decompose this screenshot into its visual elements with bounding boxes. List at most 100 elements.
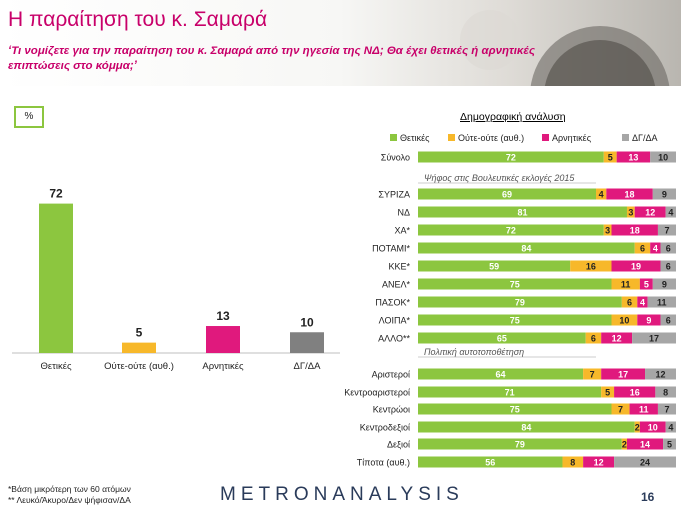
data-label: 56 (485, 458, 495, 468)
bar-segment (418, 386, 602, 398)
data-label: 13 (216, 309, 230, 323)
page-number: 16 (641, 490, 655, 504)
bar-segment (418, 421, 635, 433)
bar-segment (637, 314, 661, 326)
bar-segment (418, 456, 563, 468)
overall-bar-chart: 72 Θετικές 5 Ούτε-ούτε (αυθ.) 13 Αρνητικές 10 Δ… (12, 187, 340, 372)
data-label: 79 (515, 440, 525, 450)
data-label: 18 (625, 190, 635, 200)
brand-logo: METRONANALYSIS (220, 484, 464, 505)
data-label: 10 (648, 423, 658, 433)
data-label: 7 (664, 226, 669, 236)
data-label: 75 (510, 405, 520, 415)
row-label: Κεντροδεξιοί (360, 423, 410, 433)
bar-segment (655, 386, 676, 398)
data-label: 12 (645, 208, 655, 218)
data-label: 71 (505, 388, 515, 398)
data-label: 75 (510, 316, 520, 326)
decorative-background-image (460, 10, 670, 86)
data-label: 64 (496, 370, 506, 380)
data-label: 5 (136, 326, 143, 340)
bar-segment (606, 188, 653, 200)
legend-entry: Θετικές (400, 133, 430, 143)
bar-segment (621, 296, 638, 308)
bar-segment (418, 278, 612, 290)
data-label: 2 (635, 423, 640, 433)
bar-segment (611, 260, 661, 272)
header-banner: Η παραίτηση του κ. Σαμαρά ‘Τι νομίζετε γ… (0, 0, 681, 86)
data-label: 12 (656, 370, 666, 380)
bar-segment (660, 260, 676, 272)
row-label: ΑΛΛΟ** (378, 334, 410, 344)
data-label: 12 (594, 458, 604, 468)
bar-segment (583, 368, 602, 380)
data-label: 6 (627, 298, 632, 308)
data-label: 79 (515, 298, 525, 308)
bar-segment (418, 242, 635, 254)
row-label: Σύνολο (381, 153, 410, 163)
page-title: Η παραίτηση του κ. Σαμαρά (8, 8, 268, 31)
footnote-other: ** Λευκό/Άκυρο/Δεν ψήφισαν/ΔΑ (8, 495, 131, 505)
data-label: 16 (586, 262, 596, 272)
data-label: 17 (618, 370, 628, 380)
bar-segment (611, 278, 640, 290)
bar-segment (562, 456, 584, 468)
data-label: 65 (497, 334, 507, 344)
data-label: 9 (662, 280, 667, 290)
row-label: Τίποτα (αυθ.) (357, 458, 410, 468)
data-label: 12 (612, 334, 622, 344)
bar-segment (418, 403, 612, 415)
row-label: ΚΚΕ* (388, 262, 410, 272)
legend-swatch (542, 134, 549, 141)
bar-segment (626, 438, 664, 450)
footnote-base: *Βάση μικρότερη των 60 ατόμων (8, 484, 131, 494)
row-label: Δεξιοί (387, 440, 410, 450)
data-label: 81 (517, 208, 527, 218)
bar-segment (585, 332, 602, 344)
bar-segment (621, 438, 627, 450)
category-label: Ούτε-ούτε (αυθ.) (104, 361, 174, 372)
legend-entry: Αρνητικές (552, 133, 592, 143)
data-label: 59 (489, 262, 499, 272)
data-label: 4 (668, 423, 673, 433)
bar-segment (647, 296, 676, 308)
group-heading: Ψήφος στις Βουλευτικές εκλογές 2015 (424, 173, 575, 183)
row-label: ΠΑΣΟΚ* (375, 298, 410, 308)
data-label: 6 (640, 244, 645, 254)
bar-segment (629, 403, 658, 415)
data-label: 84 (521, 244, 531, 254)
bar-segment (665, 421, 676, 433)
group-heading: Πολιτική αυτοτοποθέτηση (424, 347, 524, 357)
data-label: 9 (662, 190, 667, 200)
bar-segment (650, 242, 661, 254)
data-label: 9 (646, 316, 651, 326)
data-label: 5 (605, 388, 610, 398)
bar-segment (418, 188, 597, 200)
category-label: ΔΓ/ΔΑ (294, 361, 322, 372)
bar-segment (652, 278, 676, 290)
bar-segment (634, 206, 666, 218)
data-label: 5 (608, 153, 613, 163)
row-label: ΑΝΕΛ* (382, 280, 411, 290)
bar-segment (601, 332, 633, 344)
data-label: 4 (640, 298, 645, 308)
data-label: 6 (666, 316, 671, 326)
bar-segment (418, 368, 584, 380)
data-label: 11 (657, 298, 667, 308)
bar (206, 326, 240, 353)
data-label: 24 (640, 458, 650, 468)
legend-entry: ΔΓ/ΔΑ (632, 133, 657, 143)
bar-segment (601, 386, 615, 398)
bar-segment (634, 242, 651, 254)
data-label: 5 (644, 280, 649, 290)
data-label: 8 (663, 388, 668, 398)
data-label: 4 (668, 208, 673, 218)
data-label: 11 (621, 280, 631, 290)
data-label: 4 (599, 190, 604, 200)
bar-segment (596, 188, 607, 200)
legend-swatch (448, 134, 455, 141)
bar-segment (634, 421, 640, 433)
data-label: 7 (664, 405, 669, 415)
data-label: 7 (590, 370, 595, 380)
bar-segment (632, 332, 676, 344)
